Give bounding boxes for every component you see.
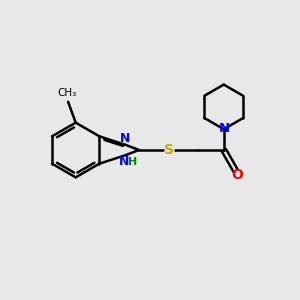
Text: S: S (164, 143, 174, 157)
Text: N: N (219, 122, 230, 135)
Text: N: N (120, 132, 130, 145)
Text: N: N (119, 155, 129, 168)
Text: O: O (231, 168, 243, 182)
Text: H: H (128, 157, 137, 167)
Text: CH₃: CH₃ (57, 88, 76, 98)
